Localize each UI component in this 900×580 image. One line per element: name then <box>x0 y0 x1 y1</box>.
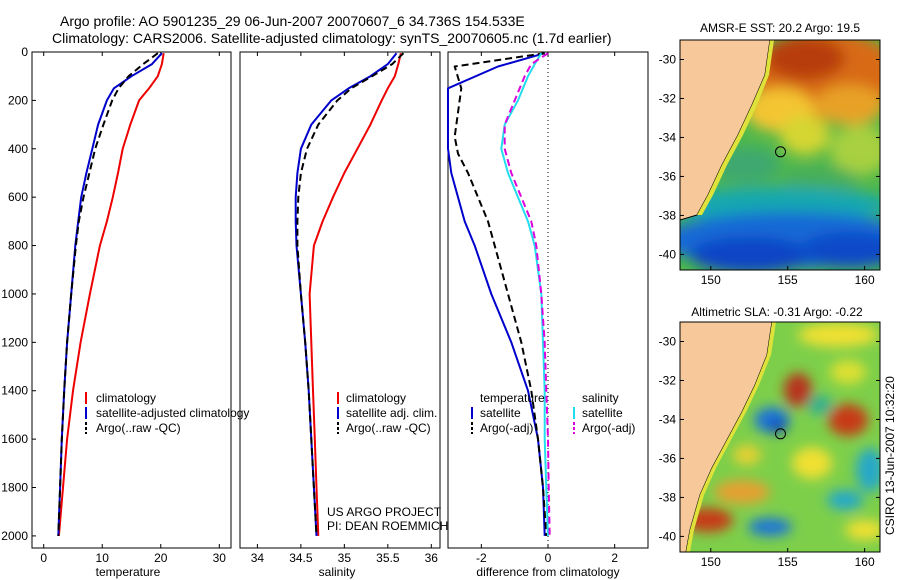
map-lat-tick-label: -38 <box>659 208 677 222</box>
difference-plot <box>447 52 551 536</box>
x-tick-label: 34.5 <box>289 551 313 565</box>
map-lat-tick-label: -30 <box>659 52 677 66</box>
depth-tick-label: 1000 <box>1 287 28 301</box>
project-line2: PI: DEAN ROEMMICH <box>327 519 448 533</box>
series-line-temperature-satellite <box>447 52 546 536</box>
map-lat-tick-label: -30 <box>659 334 677 348</box>
sla-argo-float-marker <box>775 428 787 440</box>
difference-xlabel: difference from climatology <box>476 565 619 579</box>
depth-tick-label: 1400 <box>1 384 28 398</box>
salinity-panel-frame <box>239 51 441 549</box>
x-axes: 0 10 20 30 34 34.5 35 35.5 36 -2 0 2 <box>40 52 618 565</box>
x-tick-label: 36 <box>425 551 439 565</box>
x-tick-label: 35.5 <box>376 551 400 565</box>
depth-tick-label: 2000 <box>1 529 28 543</box>
sst-argo-float-marker <box>775 146 787 158</box>
depth-axis: 0 200 400 600 800 1000 1200 1400 1600 1800 2000 <box>1 45 36 543</box>
map-lat-tick-label: -36 <box>659 169 677 183</box>
footer-credit: CSIRO 13-Jun-2007 10:32:20 <box>883 376 897 535</box>
temperature-plot <box>57 52 165 536</box>
legend-label-argo: Argo(..raw -QC) <box>96 421 181 435</box>
sst-map: AMSR-E SST: 20.2 Argo: 19.5 150 155 160 <box>659 21 881 287</box>
legend-label-climatology: climatology <box>96 391 156 405</box>
legend-heading-salinity: salinity <box>582 391 619 405</box>
temperature-legend: climatology satellite-adjusted climatolo… <box>85 391 249 435</box>
sla-coast-zone <box>686 322 776 552</box>
x-tick-label: -2 <box>476 551 487 565</box>
map-lon-tick-label: 150 <box>701 555 721 569</box>
x-tick-label: 20 <box>154 551 168 565</box>
figure-title-line1: Argo profile: AO 5901235_29 06-Jun-2007 … <box>60 13 525 29</box>
salinity-plot <box>294 52 405 536</box>
series-line-climatology <box>57 53 165 536</box>
x-tick-label: 35 <box>338 551 352 565</box>
legend-label-temp-satellite: satellite <box>480 406 521 420</box>
difference-legend: temperature satellite Argo(-adj) salinit… <box>471 391 635 435</box>
depth-tick-label: 600 <box>8 190 28 204</box>
map-lat-tick-label: -32 <box>659 373 677 387</box>
project-line1: US ARGO PROJECT <box>327 505 442 519</box>
sst-axes: 150 155 160 -30 -32 -34 -36 -38 -40 <box>659 52 880 287</box>
series-line-satellite-adjusted-climatology <box>57 52 163 536</box>
x-tick-label: 2 <box>611 551 618 565</box>
legend-label-temp-argo: Argo(-adj) <box>480 421 533 435</box>
map-lon-tick-label: 155 <box>778 273 798 287</box>
series-line-salinity-argo-adj- <box>503 52 551 536</box>
sst-field <box>680 40 880 270</box>
x-tick-label: 34 <box>251 551 265 565</box>
salinity-legend: climatology satellite adj. clim. Argo(..… <box>337 391 437 435</box>
legend-label-sal-argo: Argo(-adj) <box>582 421 635 435</box>
depth-tick-label: 200 <box>8 93 28 107</box>
sst-map-frame <box>679 39 881 271</box>
series-line-temperature-argo-adj- <box>453 52 548 536</box>
map-lon-tick-label: 160 <box>855 555 875 569</box>
map-lon-tick-label: 160 <box>855 273 875 287</box>
series-line-salinity-satellite <box>500 52 549 536</box>
depth-tick-label: 1200 <box>1 335 28 349</box>
x-tick-label: 0 <box>545 551 552 565</box>
map-lat-tick-label: -34 <box>659 412 677 426</box>
sla-map-title: Altimetric SLA: -0.31 Argo: -0.22 <box>691 305 863 319</box>
legend-label-climatology: climatology <box>346 391 406 405</box>
map-lat-tick-label: -38 <box>659 490 677 504</box>
map-lat-tick-label: -40 <box>659 529 677 543</box>
figure-title-line2: Climatology: CARS2006. Satellite-adjuste… <box>52 30 612 46</box>
legend-label-satellite: satellite-adjusted climatology <box>96 406 249 420</box>
map-lat-tick-label: -40 <box>659 247 677 261</box>
depth-tick-label: 800 <box>8 239 28 253</box>
legend-heading-temperature: temperature <box>480 391 545 405</box>
x-tick-label: 0 <box>40 551 47 565</box>
sla-map: Altimetric SLA: -0.31 Argo: -0.22 <box>659 305 881 569</box>
depth-tick-label: 1800 <box>1 481 28 495</box>
temperature-panel-frame <box>31 51 232 549</box>
sla-map-frame <box>679 321 881 553</box>
x-tick-label: 30 <box>213 551 227 565</box>
legend-label-argo: Argo(..raw -QC) <box>346 421 431 435</box>
series-line-argo-raw-qc- <box>296 52 405 536</box>
series-line-satellite-adj-clim- <box>294 52 398 536</box>
x-tick-label: 10 <box>96 551 110 565</box>
map-lon-tick-label: 150 <box>701 273 721 287</box>
salinity-xlabel: salinity <box>319 565 356 579</box>
sla-axes: 150 155 160 -30 -32 -34 -36 -38 -40 <box>659 334 880 569</box>
series-line-argo-raw-qc- <box>57 52 159 536</box>
map-lat-tick-label: -32 <box>659 91 677 105</box>
legend-label-sal-satellite: satellite <box>582 406 623 420</box>
map-lon-tick-label: 155 <box>778 555 798 569</box>
map-lat-tick-label: -36 <box>659 451 677 465</box>
legend-label-satellite: satellite adj. clim. <box>346 406 437 420</box>
depth-tick-label: 0 <box>21 45 28 59</box>
map-lat-tick-label: -34 <box>659 130 677 144</box>
temperature-xlabel: temperature <box>96 565 161 579</box>
sst-map-title: AMSR-E SST: 20.2 Argo: 19.5 <box>700 21 860 35</box>
series-line-climatology <box>308 52 402 536</box>
depth-tick-label: 1600 <box>1 432 28 446</box>
depth-tick-label: 400 <box>8 142 28 156</box>
